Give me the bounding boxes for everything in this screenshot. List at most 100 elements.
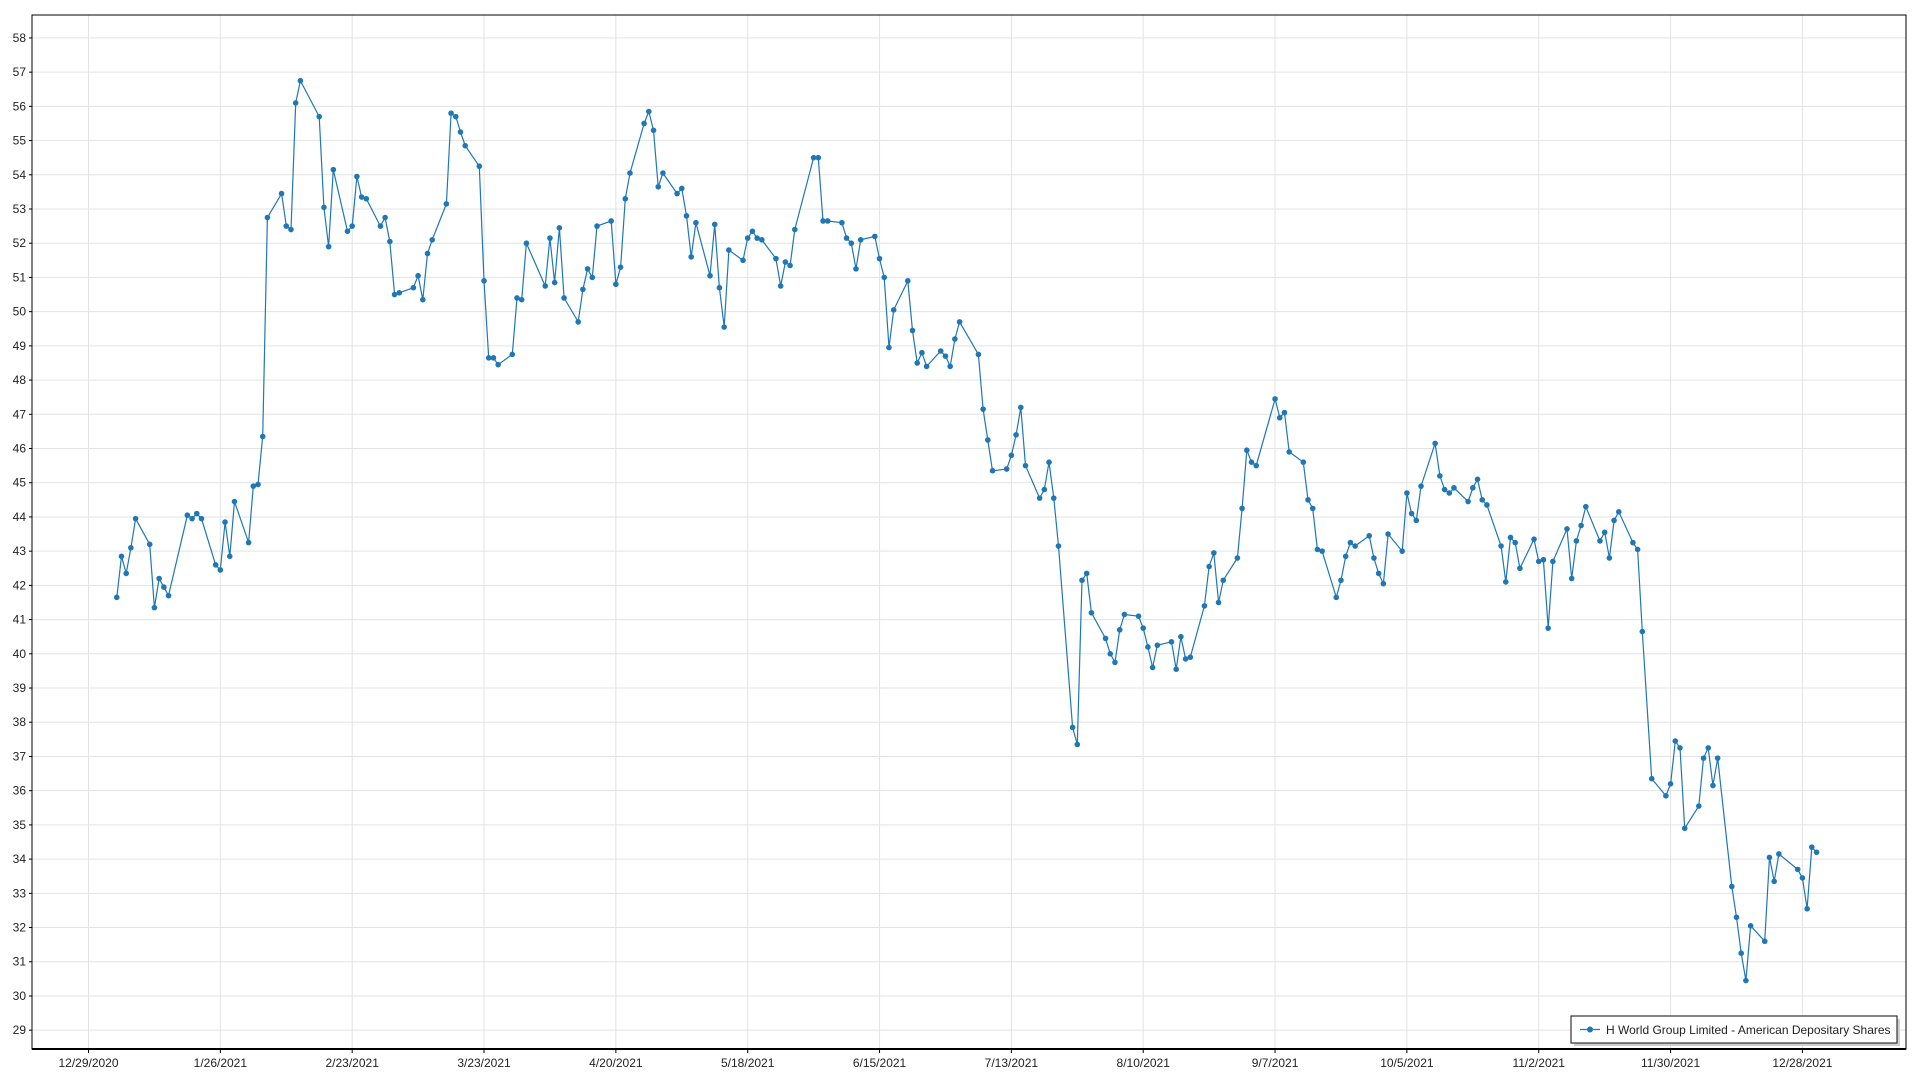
data-point [853, 266, 859, 272]
x-tick-label: 4/20/2021 [589, 1056, 643, 1070]
x-tick-label: 12/29/2020 [58, 1056, 118, 1070]
y-tick-label: 51 [13, 270, 27, 284]
data-point [754, 235, 760, 241]
series-layer [113, 77, 1820, 984]
data-point [1531, 536, 1537, 542]
x-axis: 12/29/2020 1/26/2021 2/23/2021 3/23/2021 4/2… [58, 1049, 1833, 1070]
data-point [707, 272, 713, 279]
data-point [1413, 517, 1420, 524]
y-tick-label: 57 [13, 65, 27, 79]
data-point [782, 259, 789, 265]
data-point [1568, 575, 1575, 582]
data-point [589, 274, 596, 281]
data-point [1474, 476, 1481, 483]
x-tick-label: 12/28/2021 [1772, 1056, 1832, 1070]
y-tick-label: 41 [13, 613, 27, 627]
data-point [358, 194, 365, 200]
data-point [886, 344, 892, 351]
data-point [881, 274, 888, 281]
y-tick-label: 37 [13, 749, 27, 763]
data-point [575, 319, 581, 325]
data-point [481, 278, 487, 284]
data-point [660, 170, 666, 176]
x-tick-label: 5/18/2021 [721, 1056, 775, 1070]
data-point [146, 541, 153, 548]
data-point [1281, 409, 1288, 416]
data-point [344, 228, 351, 235]
data-point [542, 283, 549, 289]
y-tick-label: 46 [13, 442, 27, 456]
data-point [198, 515, 205, 522]
data-point [1305, 497, 1311, 503]
data-point [810, 154, 817, 161]
data-point [547, 235, 553, 241]
data-point [1069, 724, 1076, 731]
data-point [278, 190, 285, 197]
data-point [1385, 531, 1391, 537]
data-point [1672, 738, 1679, 744]
x-tick-label: 7/13/2021 [985, 1056, 1039, 1070]
data-point [1121, 611, 1128, 618]
y-tick-label: 53 [13, 202, 27, 216]
data-point [509, 351, 516, 358]
data-point [1441, 486, 1448, 493]
data-point [462, 142, 468, 149]
data-point [1606, 555, 1613, 561]
data-point [613, 281, 619, 288]
y-tick-label: 58 [13, 31, 27, 45]
y-tick-label: 42 [13, 578, 27, 592]
data-point [1437, 473, 1443, 479]
data-point [128, 544, 134, 551]
data-point [1046, 459, 1052, 465]
legend: H World Group Limited - American Deposit… [1570, 1015, 1900, 1046]
data-point [1244, 447, 1250, 454]
data-point [646, 108, 652, 115]
data-point [156, 575, 162, 582]
data-point [1008, 452, 1015, 459]
data-point [956, 319, 963, 325]
y-tick-label: 40 [13, 647, 27, 661]
y-tick-label: 34 [13, 852, 27, 866]
data-point [161, 584, 167, 590]
data-point [1333, 594, 1340, 601]
data-point [1705, 745, 1712, 751]
data-point [674, 190, 680, 197]
data-point [1535, 558, 1542, 565]
data-point [655, 183, 662, 190]
data-point [1013, 432, 1019, 438]
data-point [1116, 627, 1123, 633]
data-point [1366, 532, 1373, 539]
data-point [264, 214, 271, 221]
data-point [1050, 495, 1057, 501]
y-tick-label: 32 [13, 921, 27, 935]
data-point [245, 539, 252, 546]
data-point [1220, 577, 1227, 584]
data-point [872, 233, 878, 240]
data-point [514, 295, 520, 301]
data-point [1681, 825, 1688, 832]
data-point [1253, 462, 1260, 469]
data-point [1611, 517, 1617, 524]
data-point [1634, 546, 1641, 553]
data-point [1187, 654, 1194, 661]
data-point [839, 219, 845, 226]
data-point [791, 226, 798, 233]
data-point [1809, 844, 1815, 850]
data-point [1564, 526, 1570, 532]
data-point [1766, 854, 1773, 861]
data-point [1182, 656, 1189, 662]
data-point [848, 240, 855, 247]
data-point [1804, 905, 1810, 912]
data-point [1677, 745, 1683, 751]
data-point [193, 510, 200, 517]
data-point [744, 235, 751, 241]
data-point [292, 100, 299, 106]
data-point [382, 214, 388, 221]
data-point [711, 221, 718, 228]
x-tick-label: 10/5/2021 [1380, 1056, 1434, 1070]
data-point [429, 236, 436, 243]
data-point [1738, 950, 1745, 956]
data-point [132, 515, 139, 522]
data-point [688, 254, 694, 260]
